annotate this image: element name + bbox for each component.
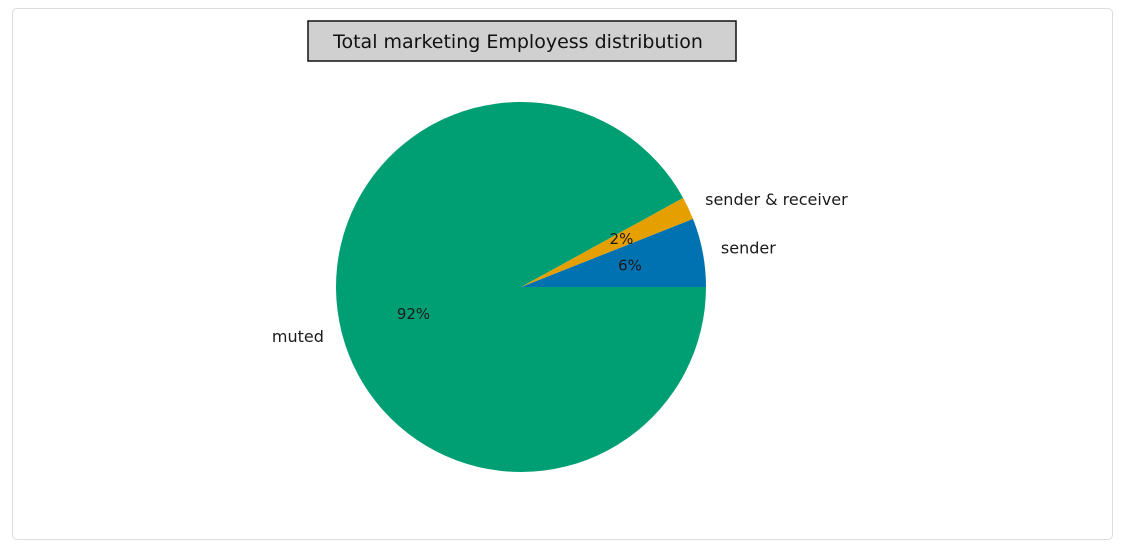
pie-slice-sender [521,218,706,287]
pie-labels: sender 6% sender & receiver 2% muted 92% [272,190,848,346]
chart-title-box: Total marketing Employess distribution [307,20,737,62]
slice-percent-label: 92% [397,305,430,323]
pie-slice-muted [336,102,706,473]
slice-percent-label: 6% [618,257,642,275]
pie-slice-sender-receiver [521,197,694,287]
slice-percent-label: 2% [610,230,634,248]
pie-slices [336,102,706,473]
slice-label: sender [721,238,776,257]
title-box [307,20,737,62]
slice-label: sender & receiver [705,190,848,209]
slice-label: muted [272,327,324,346]
chart-title: Total marketing Employess distribution [332,31,703,53]
